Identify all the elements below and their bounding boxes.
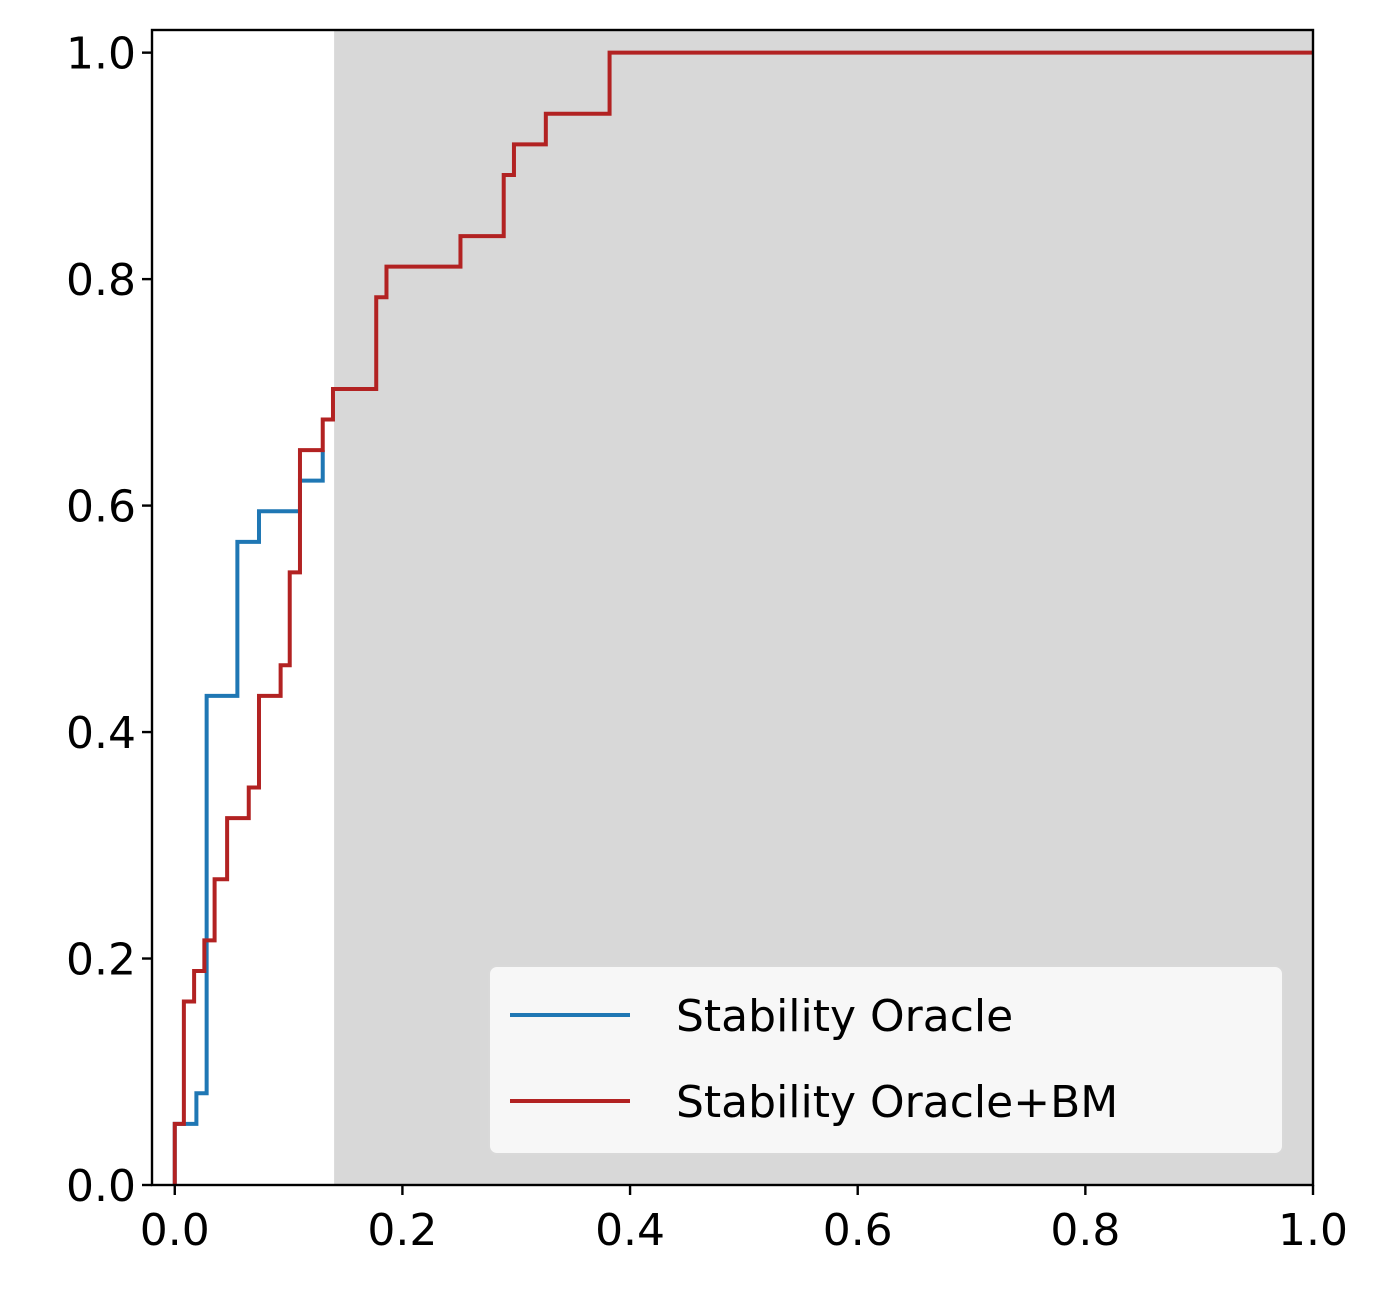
series-layer (172, 50, 1313, 1185)
y-tick-label: 0.8 (66, 255, 136, 306)
x-tick-label: 0.4 (595, 1205, 665, 1256)
x-tick-label: 1.0 (1278, 1205, 1348, 1256)
x-tick-label: 0.8 (1050, 1205, 1120, 1256)
legend-label-stability-oracle: Stability Oracle (676, 991, 1013, 1042)
legend-box (488, 965, 1284, 1155)
x-tick-label: 0.0 (140, 1205, 210, 1256)
series-line-stability-oracle-bm (172, 50, 1313, 1185)
x-tick-label: 0.2 (367, 1205, 437, 1256)
plot-frame (150, 28, 1315, 1187)
y-tick-label: 1.0 (66, 29, 136, 80)
legend: Stability Oracle Stability Oracle+BM (488, 965, 1284, 1155)
x-tick-label: 0.6 (823, 1205, 893, 1256)
y-axis: 0.0 0.2 0.4 0.6 0.8 1.0 (66, 29, 152, 1212)
y-tick-label: 0.0 (66, 1161, 136, 1212)
legend-label-stability-oracle-bm: Stability Oracle+BM (676, 1077, 1118, 1128)
y-tick-label: 0.6 (66, 482, 136, 533)
x-axis: 0.0 0.2 0.4 0.6 0.8 1.0 (140, 1185, 1348, 1256)
y-tick-label: 0.4 (66, 708, 136, 759)
y-tick-label: 0.2 (66, 935, 136, 986)
